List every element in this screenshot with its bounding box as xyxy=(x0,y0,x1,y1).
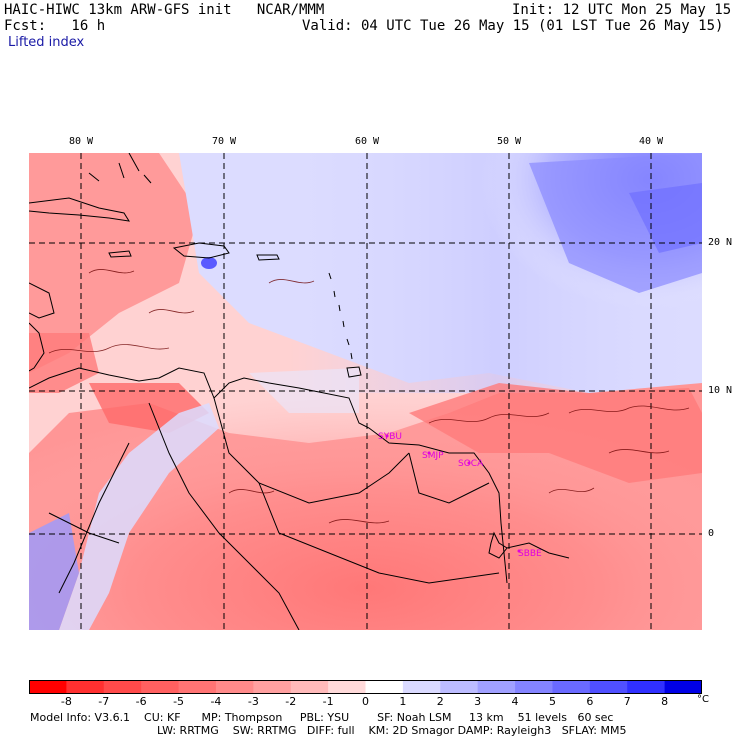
colorbar-segment xyxy=(664,680,702,694)
colorbar-segment xyxy=(29,680,67,694)
colorbar-tick-label: 8 xyxy=(661,695,669,708)
colorbar-segment xyxy=(328,680,366,694)
colorbar-tick-label: 7 xyxy=(623,695,631,708)
colorbar-segment xyxy=(178,680,217,694)
colorbar-segment xyxy=(589,680,628,694)
colorbar-segment xyxy=(552,680,591,694)
colorbar-tick-label: -4 xyxy=(210,695,222,708)
contours xyxy=(48,269,690,524)
colorbar-tick-label: -2 xyxy=(285,695,297,708)
colorbar-tick-label: -6 xyxy=(135,695,147,708)
station-sybu: SYBU xyxy=(378,432,402,442)
field-name: Lifted index xyxy=(8,35,85,50)
lat-lon-grid xyxy=(29,153,702,630)
colorbar-tick-label: 5 xyxy=(548,695,556,708)
colorbar-tick-label: 3 xyxy=(474,695,482,708)
lon-label-60w: 60 W xyxy=(354,136,380,147)
forecast-hour: Fcst: 16 h xyxy=(4,18,106,34)
colorbar-segment xyxy=(141,680,180,694)
colorbar-tick-label: -5 xyxy=(173,695,185,708)
colorbar-segment xyxy=(365,680,404,694)
lon-label-40w: 40 W xyxy=(638,136,664,147)
colorbar-segment xyxy=(103,680,142,694)
lon-label-50w: 50 W xyxy=(496,136,522,147)
station-soca: SOCA xyxy=(458,459,484,469)
colorbar-segment xyxy=(253,680,292,694)
init-time: Init: 12 UTC Mon 25 May 15 xyxy=(512,2,732,18)
colorbar-segment xyxy=(515,680,553,694)
map-title: HAIC-HIWC 13km ARW-GFS init NCAR/MMM xyxy=(4,2,325,18)
colorbar-segment xyxy=(402,680,441,694)
colorbar-segment xyxy=(627,680,666,694)
lat-label-equator: 0 xyxy=(708,528,715,539)
lat-label-20n: 20 N xyxy=(708,237,733,248)
coastlines xyxy=(29,153,570,630)
colorbar-segment xyxy=(66,680,105,694)
colorbar-segment xyxy=(215,680,254,694)
lat-label-10n: 10 N xyxy=(708,385,733,396)
colorbar-unit: °C xyxy=(697,694,709,705)
colorbar xyxy=(29,680,702,694)
model-info-line-1: Model Info: V3.6.1 CU: KF MP: Thompson P… xyxy=(30,711,614,724)
lon-label-80w: 80 W xyxy=(68,136,94,147)
station-smjp: SMJP xyxy=(422,451,444,461)
lifted-index-map xyxy=(29,153,702,630)
colorbar-segment xyxy=(440,680,479,694)
colorbar-tick-label: -3 xyxy=(247,695,259,708)
colorbar-segment xyxy=(477,680,516,694)
andes-stable-strip xyxy=(59,403,219,630)
colorbar-segment xyxy=(290,680,329,694)
model-info-line-2: LW: RRTMG SW: RRTMG DIFF: full KM: 2D Sm… xyxy=(157,724,627,737)
colorbar-tick-label: -1 xyxy=(322,695,334,708)
station-sbbe: SBBE xyxy=(518,549,542,559)
lon-label-70w: 70 W xyxy=(211,136,237,147)
caribbean-unstable-region xyxy=(29,153,199,373)
colorbar-tick-label: 1 xyxy=(399,695,407,708)
colorbar-tick-label: 6 xyxy=(586,695,594,708)
colorbar-tick-label: -7 xyxy=(98,695,110,708)
colorbar-tick-label: -8 xyxy=(60,695,72,708)
colorbar-tick-label: 2 xyxy=(436,695,444,708)
colorbar-tick-label: 0 xyxy=(362,695,369,708)
colorbar-tick-label: 4 xyxy=(511,695,519,708)
valid-time: Valid: 04 UTC Tue 26 May 15 (01 LST Tue … xyxy=(302,18,724,34)
